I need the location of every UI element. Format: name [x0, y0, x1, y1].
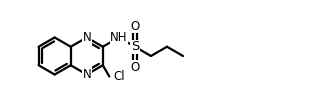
- Text: N: N: [82, 31, 91, 44]
- Text: O: O: [130, 20, 140, 33]
- Text: N: N: [82, 68, 91, 81]
- Text: Cl: Cl: [113, 70, 125, 83]
- Text: NH: NH: [110, 31, 128, 44]
- Text: O: O: [130, 61, 140, 74]
- Text: S: S: [131, 40, 139, 53]
